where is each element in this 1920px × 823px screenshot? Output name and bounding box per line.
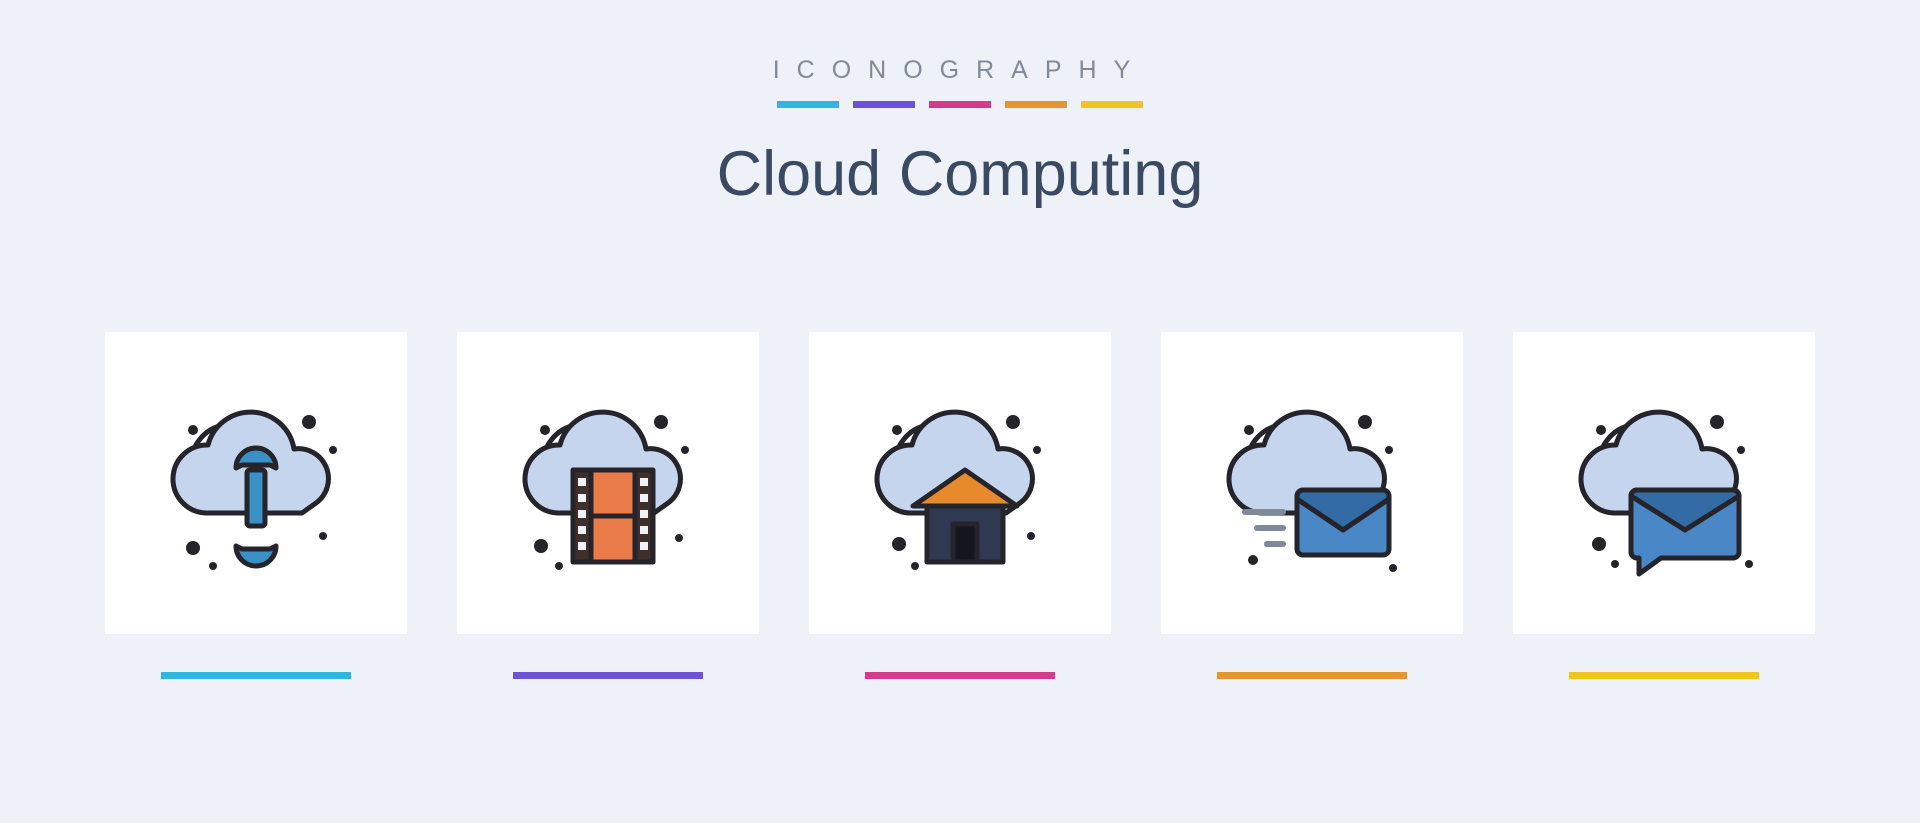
card-underline — [1217, 672, 1407, 679]
icon-card — [1161, 332, 1463, 679]
icon-tile — [809, 332, 1111, 634]
icon-card — [1513, 332, 1815, 679]
card-underline — [865, 672, 1055, 679]
cloud-film-icon — [503, 378, 713, 588]
card-underline — [161, 672, 351, 679]
icon-card — [105, 332, 407, 679]
brand-wordmark: ICONOGRAPHY — [717, 56, 1204, 85]
icon-tile — [1161, 332, 1463, 634]
card-underline — [1569, 672, 1759, 679]
icon-tile — [457, 332, 759, 634]
brand-underline-3 — [929, 101, 991, 108]
icon-tile — [105, 332, 407, 634]
page-title: Cloud Computing — [717, 138, 1204, 210]
icon-card — [809, 332, 1111, 679]
icon-card — [457, 332, 759, 679]
icon-tile — [1513, 332, 1815, 634]
cloud-mail-fast-icon — [1207, 378, 1417, 588]
cloud-mail-icon — [1559, 378, 1769, 588]
brand-underline-2 — [853, 101, 915, 108]
cloud-wrench-icon — [151, 378, 361, 588]
brand-underline-5 — [1081, 101, 1143, 108]
brand-underline-1 — [777, 101, 839, 108]
brand-underline-row — [717, 101, 1204, 108]
icon-card-row — [105, 332, 1815, 679]
card-underline — [513, 672, 703, 679]
cloud-home-icon — [855, 378, 1065, 588]
brand-underline-4 — [1005, 101, 1067, 108]
header: ICONOGRAPHY Cloud Computing — [717, 56, 1204, 210]
